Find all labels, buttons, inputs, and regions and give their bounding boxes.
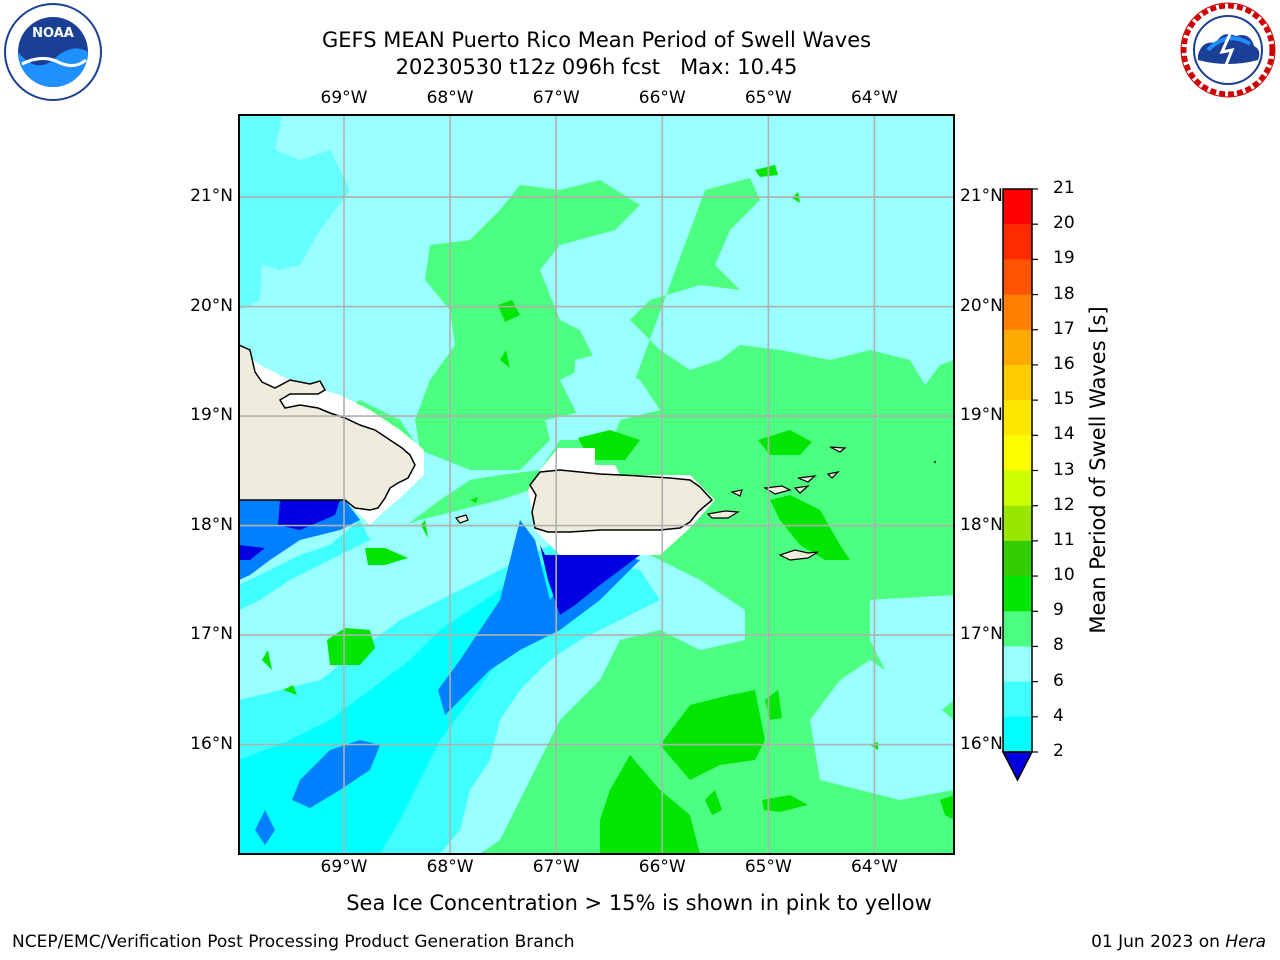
colorbar-segment <box>1003 294 1032 331</box>
colorbar-segment <box>1003 611 1032 647</box>
lat-label-right: 19°N <box>960 405 1003 426</box>
colorbar-tick-label: 11 <box>1053 529 1075 550</box>
lon-label: 66°W <box>638 88 686 108</box>
colorbar-tick-label: 19 <box>1053 248 1075 269</box>
lat-label-right: 18°N <box>960 514 1003 535</box>
lon-label: 68°W <box>426 88 474 108</box>
lon-label: 64°W <box>850 88 898 108</box>
lon-label: 64°W <box>850 857 898 877</box>
colorbar <box>1001 188 1038 782</box>
lat-label-left: 20°N <box>190 295 233 316</box>
colorbar-segment <box>1003 435 1032 471</box>
colorbar-segment <box>1003 646 1032 683</box>
colorbar-tick-label: 15 <box>1053 389 1075 410</box>
lat-label-left: 19°N <box>190 405 233 426</box>
map-gridlines <box>239 115 954 854</box>
lat-label-right: 20°N <box>960 295 1003 316</box>
lon-label: 65°W <box>744 857 792 877</box>
colorbar-tick-label: 21 <box>1053 178 1075 198</box>
chart-title-line2: 20230530 t12z 096h fcst Max: 10.45 <box>395 55 798 79</box>
lat-label-right: 17°N <box>960 624 1003 645</box>
colorbar-tick-label: 4 <box>1053 705 1064 726</box>
map-frame <box>238 114 955 855</box>
colorbar-extend-triangle <box>1001 751 1034 782</box>
lon-label: 69°W <box>320 88 368 108</box>
colorbar-tick-label: 14 <box>1053 424 1075 445</box>
lat-label-right: 21°N <box>960 186 1003 207</box>
colorbar-segment <box>1003 681 1032 718</box>
colorbar-tick-label: 8 <box>1053 635 1064 656</box>
colorbar-tick-label: 20 <box>1053 213 1075 234</box>
sea-ice-note: Sea Ice Concentration > 15% is shown in … <box>346 891 932 915</box>
footer-date-text: 01 Jun 2023 on <box>1091 932 1226 952</box>
colorbar-tick-label: 18 <box>1053 283 1075 304</box>
colorbar-segment <box>1003 540 1032 577</box>
lon-label: 67°W <box>532 88 580 108</box>
footer-credit: NCEP/EMC/Verification Post Processing Pr… <box>12 932 575 952</box>
lat-label-left: 17°N <box>190 624 233 645</box>
lon-label: 67°W <box>532 857 580 877</box>
colorbar-tick-label: 13 <box>1053 459 1075 480</box>
lon-label: 66°W <box>638 857 686 877</box>
lon-label: 65°W <box>744 88 792 108</box>
colorbar-segment <box>1003 470 1032 507</box>
footer-machine: Hera <box>1225 932 1266 952</box>
colorbar-segment <box>1003 259 1032 296</box>
chart-title-line1: GEFS MEAN Puerto Rico Mean Period of Swe… <box>321 28 872 52</box>
noaa-logo-text: NOAA <box>32 26 74 41</box>
colorbar-segment <box>1003 716 1032 753</box>
lat-label-left: 18°N <box>190 514 233 535</box>
colorbar-tick-label: 9 <box>1053 600 1064 621</box>
colorbar-tick-label: 10 <box>1053 565 1075 586</box>
colorbar-tick-label: 2 <box>1053 741 1064 761</box>
swell-period-contours <box>239 115 954 854</box>
noaa-logo: NOAA <box>4 3 102 101</box>
nws-logo <box>1180 2 1276 98</box>
lon-label: 69°W <box>320 857 368 877</box>
colorbar-tick-label: 17 <box>1053 318 1075 339</box>
colorbar-tick-label: 12 <box>1053 494 1075 515</box>
colorbar-segment <box>1003 329 1032 366</box>
colorbar-segment <box>1003 364 1032 401</box>
lat-label-left: 16°N <box>190 733 233 754</box>
colorbar-segment <box>1003 576 1032 612</box>
footer-date: 01 Jun 2023 on Hera <box>1091 932 1266 952</box>
lat-label-right: 16°N <box>960 733 1003 754</box>
colorbar-label: Mean Period of Swell Waves [s] <box>1086 306 1110 634</box>
colorbar-segment <box>1003 505 1032 542</box>
lon-label: 68°W <box>426 857 474 877</box>
colorbar-segment <box>1003 224 1032 260</box>
colorbar-tick-label: 16 <box>1053 353 1075 374</box>
lat-label-left: 21°N <box>190 186 233 207</box>
colorbar-segment <box>1003 400 1032 436</box>
colorbar-tick-label: 6 <box>1053 670 1064 691</box>
colorbar-segment <box>1003 189 1032 225</box>
